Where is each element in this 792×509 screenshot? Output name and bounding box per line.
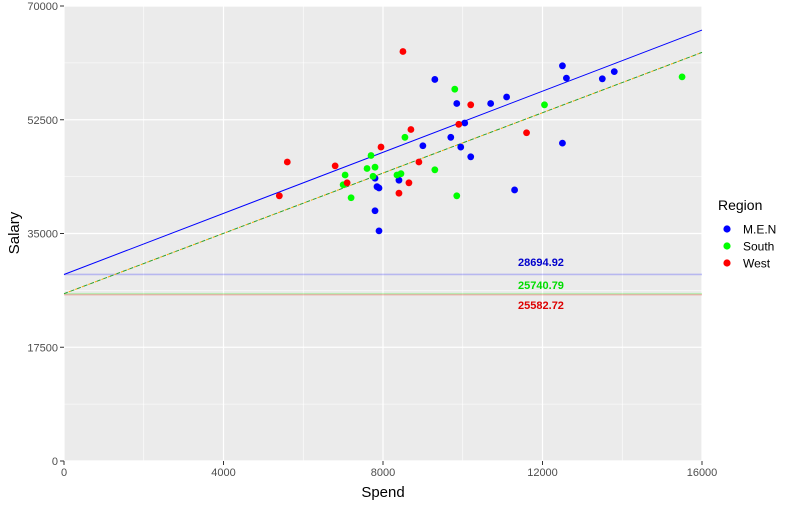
legend-key: [723, 225, 731, 233]
point-m-e-n: [559, 62, 566, 70]
point-west: [275, 192, 283, 200]
intercept-label: 28694.92: [518, 257, 564, 269]
y-tick-label: 17500: [27, 342, 58, 354]
point-m-e-n: [431, 76, 439, 83]
point-m-e-n: [467, 153, 475, 161]
point-south: [401, 133, 409, 141]
point-west: [407, 126, 415, 133]
point-m-e-n: [563, 74, 570, 82]
point-m-e-n: [395, 176, 403, 184]
point-m-e-n: [610, 68, 618, 76]
point-south: [367, 152, 375, 159]
point-south: [453, 192, 461, 200]
point-west: [399, 48, 407, 55]
point-m-e-n: [503, 93, 511, 101]
legend-title: Region: [718, 197, 762, 213]
legend-label: South: [743, 240, 774, 254]
point-south: [369, 172, 377, 180]
point-south: [347, 194, 355, 202]
point-m-e-n: [559, 139, 566, 147]
point-m-e-n: [447, 133, 455, 141]
point-west: [523, 129, 530, 137]
x-tick-label: 12000: [527, 467, 558, 479]
point-west: [455, 120, 463, 128]
legend: Region M.E.N South West: [718, 197, 776, 271]
point-west: [467, 101, 475, 109]
intercept-label: 25582.72: [518, 300, 564, 312]
point-south: [397, 170, 405, 178]
point-m-e-n: [375, 227, 383, 235]
point-south: [363, 165, 371, 172]
y-tick-label: 35000: [27, 229, 58, 241]
regression-lines: [63, 29, 703, 295]
y-tick-label: 0: [52, 456, 58, 468]
intercept-reference-lines: [64, 273, 702, 296]
point-m-e-n: [511, 186, 518, 194]
x-tick-label: 16000: [687, 467, 718, 479]
point-south: [451, 85, 459, 93]
legend-label: West: [743, 257, 771, 271]
point-south: [541, 101, 548, 109]
point-west: [395, 189, 403, 197]
intercept-labels: 28694.92 25740.79 25582.72: [518, 257, 564, 312]
point-m-e-n: [461, 119, 469, 127]
x-axis-title: Spend: [361, 484, 404, 501]
point-south: [678, 73, 686, 81]
y-tick-label: 70000: [27, 1, 58, 13]
point-west: [405, 179, 413, 187]
x-tick-label: 0: [61, 467, 67, 479]
x-tick-label: 8000: [371, 467, 395, 479]
point-m-e-n: [487, 100, 495, 107]
point-west: [331, 162, 339, 170]
point-south: [431, 166, 439, 174]
point-west: [415, 158, 423, 166]
point-m-e-n: [598, 75, 606, 83]
legend-label: M.E.N: [743, 223, 776, 237]
y-axis-title: Salary: [6, 211, 23, 254]
point-m-e-n: [371, 207, 379, 215]
data-points: [275, 48, 686, 235]
point-m-e-n: [457, 143, 465, 151]
fit-line-south: [63, 51, 703, 295]
point-m-e-n: [453, 100, 461, 107]
point-south: [341, 171, 349, 179]
x-tick-label: 4000: [211, 467, 235, 479]
axes: 0 4000 8000 12000 16000 0 17500 35000 52500 70000: [27, 1, 717, 479]
fit-line-m-e-n: [63, 29, 703, 275]
legend-key: [723, 242, 731, 250]
point-m-e-n: [419, 142, 427, 150]
legend-key: [723, 259, 731, 267]
point-west: [377, 143, 385, 151]
y-tick-label: 52500: [27, 115, 58, 127]
point-south: [371, 163, 379, 171]
point-m-e-n: [375, 184, 383, 192]
fit-line-overlay: [63, 51, 703, 295]
point-west: [343, 179, 351, 187]
intercept-label: 25740.79: [518, 280, 564, 292]
point-west: [283, 158, 291, 166]
